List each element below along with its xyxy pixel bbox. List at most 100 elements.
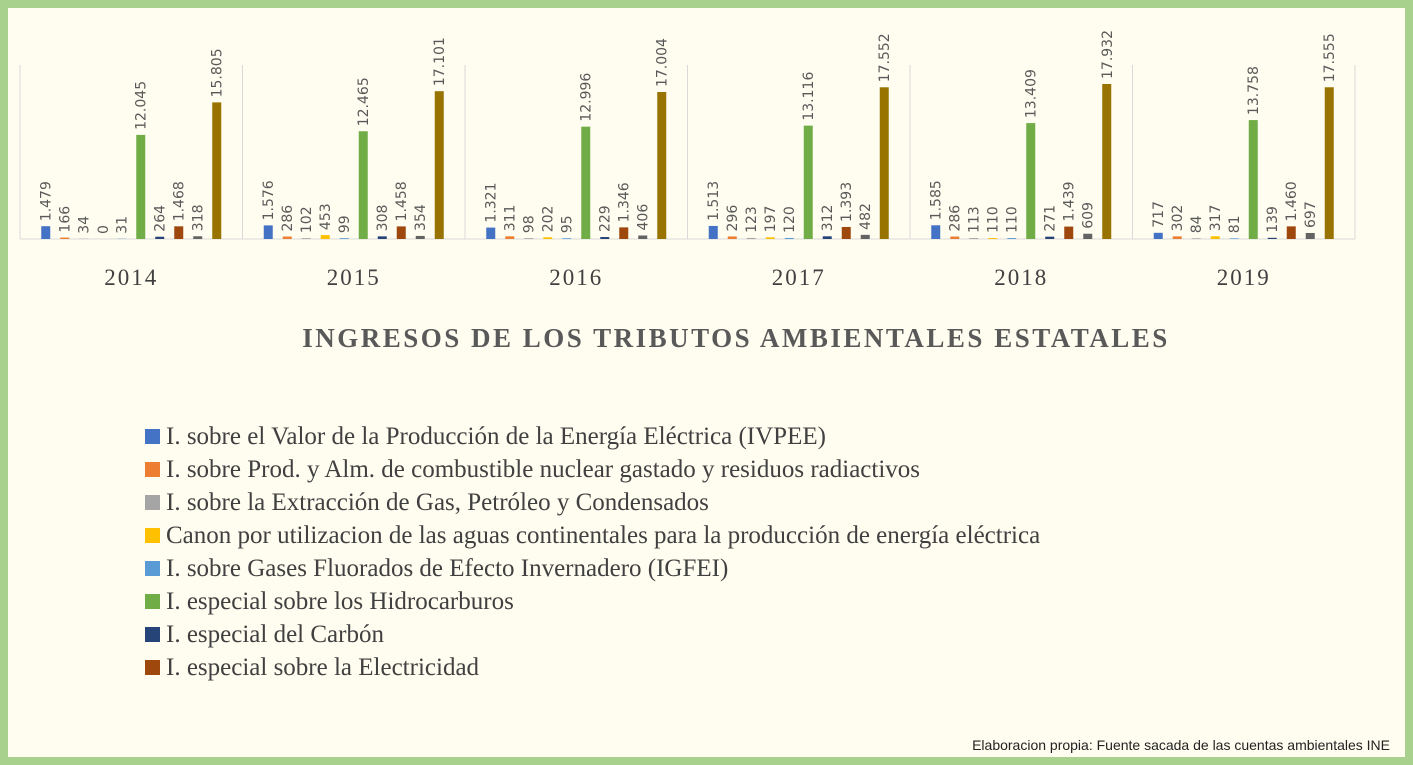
legend-swatch bbox=[145, 429, 160, 444]
value-label: 317 bbox=[1208, 205, 1224, 232]
value-label: 110 bbox=[986, 206, 1002, 233]
bar bbox=[657, 92, 667, 239]
bar bbox=[562, 238, 572, 239]
value-label: 12.465 bbox=[356, 77, 372, 126]
chart-title: INGRESOS DE LOS TRIBUTOS AMBIENTALES EST… bbox=[302, 323, 1170, 353]
bar bbox=[320, 235, 330, 239]
bar bbox=[784, 237, 794, 239]
bar bbox=[41, 226, 51, 239]
value-label: 13.758 bbox=[1246, 66, 1262, 115]
value-label: 95 bbox=[560, 215, 576, 233]
value-label: 17.932 bbox=[1100, 30, 1116, 79]
bar bbox=[486, 227, 496, 239]
bar bbox=[505, 236, 515, 239]
bar bbox=[1305, 232, 1315, 239]
legend-swatch bbox=[145, 561, 160, 576]
bar bbox=[339, 238, 349, 239]
bar bbox=[1153, 232, 1163, 239]
legend-swatch bbox=[145, 660, 160, 675]
value-label: 264 bbox=[153, 205, 169, 232]
legend-label: I. especial sobre los Hidrocarburos bbox=[166, 588, 514, 615]
value-label: 609 bbox=[1081, 202, 1097, 229]
x-tick-label: 2014 bbox=[104, 265, 158, 290]
value-label: 110 bbox=[1005, 206, 1021, 233]
bar bbox=[600, 237, 610, 239]
bar bbox=[1064, 226, 1074, 239]
value-label: 0 bbox=[96, 225, 112, 234]
bar bbox=[619, 227, 629, 239]
value-label: 286 bbox=[948, 205, 964, 232]
bar bbox=[988, 238, 998, 239]
bar bbox=[1172, 236, 1182, 239]
value-label: 1.439 bbox=[1062, 181, 1078, 221]
value-label: 123 bbox=[744, 206, 760, 233]
bar bbox=[524, 238, 534, 239]
bar bbox=[1229, 238, 1239, 239]
value-label: 1.393 bbox=[839, 182, 855, 222]
value-label: 17.101 bbox=[432, 37, 448, 86]
legend-swatch bbox=[145, 495, 160, 510]
legend-label: I. sobre la Extracción de Gas, Petróleo … bbox=[166, 489, 709, 516]
bar bbox=[263, 225, 273, 239]
bar bbox=[879, 87, 889, 239]
value-label: 1.479 bbox=[39, 181, 55, 221]
legend-swatch bbox=[145, 528, 160, 543]
bar bbox=[377, 236, 387, 239]
bar bbox=[931, 225, 941, 239]
value-label: 1.585 bbox=[929, 180, 945, 220]
value-label: 81 bbox=[1227, 215, 1243, 233]
bar bbox=[1083, 233, 1093, 239]
legend-label: I. sobre Prod. y Alm. de combustible nuc… bbox=[166, 456, 920, 483]
value-label: 12.996 bbox=[579, 73, 595, 122]
bar bbox=[358, 131, 368, 239]
x-tick-label: 2017 bbox=[772, 265, 826, 290]
bar bbox=[301, 238, 311, 239]
bar bbox=[1267, 237, 1277, 239]
x-tick-label: 2016 bbox=[549, 265, 603, 290]
value-label: 697 bbox=[1303, 201, 1319, 228]
bar bbox=[1210, 236, 1220, 239]
value-label: 84 bbox=[1189, 215, 1205, 233]
bar bbox=[950, 236, 960, 239]
value-label: 202 bbox=[541, 206, 557, 233]
value-label: 31 bbox=[115, 216, 131, 234]
value-label: 12.045 bbox=[134, 81, 150, 130]
value-label: 17.555 bbox=[1322, 33, 1338, 82]
bar bbox=[1007, 238, 1017, 239]
bar bbox=[1191, 238, 1201, 239]
bar bbox=[1248, 120, 1258, 239]
value-label: 1.513 bbox=[706, 181, 722, 221]
bar bbox=[708, 225, 718, 239]
bar bbox=[543, 237, 553, 239]
x-tick-label: 2018 bbox=[994, 265, 1048, 290]
bar bbox=[969, 238, 979, 239]
value-label: 1.346 bbox=[617, 182, 633, 222]
value-label: 17.004 bbox=[655, 38, 671, 87]
x-tick-label: 2015 bbox=[327, 265, 381, 290]
bar bbox=[746, 237, 756, 239]
x-tick-label: 2019 bbox=[1217, 265, 1271, 290]
value-label: 453 bbox=[318, 203, 334, 230]
bar bbox=[581, 126, 591, 239]
value-label: 1.321 bbox=[484, 182, 500, 222]
bar bbox=[193, 236, 203, 239]
value-label: 302 bbox=[1170, 205, 1186, 232]
bar bbox=[1045, 236, 1055, 239]
value-label: 120 bbox=[782, 206, 798, 233]
value-label: 15.805 bbox=[210, 48, 226, 97]
bar bbox=[860, 234, 870, 239]
value-label: 13.409 bbox=[1024, 69, 1040, 118]
value-label: 312 bbox=[820, 205, 836, 232]
value-label: 286 bbox=[280, 205, 296, 232]
legend-swatch bbox=[145, 594, 160, 609]
legend-swatch bbox=[145, 627, 160, 642]
bar bbox=[282, 236, 292, 239]
value-label: 311 bbox=[503, 205, 519, 232]
value-label: 113 bbox=[967, 206, 983, 233]
bar bbox=[638, 235, 648, 239]
bar bbox=[1026, 123, 1036, 239]
legend-label: I. especial sobre la Electricidad bbox=[166, 654, 480, 681]
value-label: 1.576 bbox=[261, 180, 277, 220]
